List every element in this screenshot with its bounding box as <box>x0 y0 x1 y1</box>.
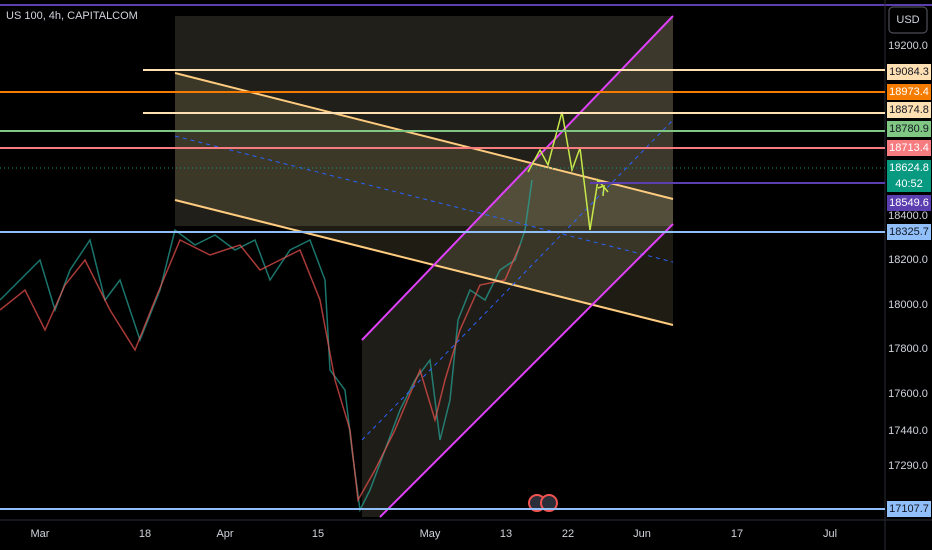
price-label: 17290.0 <box>888 460 928 472</box>
countdown: 40:52 <box>895 178 923 190</box>
arrow-head <box>597 184 605 197</box>
countdown-tag <box>887 176 931 192</box>
time-label: 18 <box>139 528 151 540</box>
time-label: Jun <box>633 528 651 540</box>
time-label: Apr <box>216 528 233 540</box>
time-label: 13 <box>500 528 512 540</box>
rising-channel <box>362 16 673 517</box>
price-tag <box>887 121 931 137</box>
channel-line <box>174 72 674 200</box>
price-tag <box>887 102 931 118</box>
price-label: 17600.0 <box>888 388 928 400</box>
price-tag-label: 18874.8 <box>889 104 929 116</box>
price-label: 18400.0 <box>888 210 928 222</box>
price-tag <box>887 501 931 517</box>
channel-line <box>379 223 674 518</box>
price-tag <box>887 160 931 176</box>
time-label: May <box>420 528 441 540</box>
channel-mid <box>174 135 674 263</box>
price-tag-label: 18325.7 <box>889 226 929 238</box>
price-tag-label: 19084.3 <box>889 66 929 78</box>
channel-mid <box>361 119 674 441</box>
price-tag <box>887 195 931 211</box>
price-label: 17800.0 <box>888 343 928 355</box>
event-icon[interactable] <box>540 494 558 512</box>
currency[interactable]: USD <box>896 14 919 26</box>
price-tag <box>887 224 931 240</box>
time-label: Jul <box>823 528 837 540</box>
price-label: 17440.0 <box>888 425 928 437</box>
currency-button[interactable] <box>888 6 928 34</box>
price-tag-label: 18713.4 <box>889 142 929 154</box>
time-label: Mar <box>31 528 50 540</box>
shade <box>175 16 673 226</box>
price-tag <box>887 140 931 156</box>
time-label: 17 <box>731 528 743 540</box>
symbol-title: US 100, 4h, CAPITALCOM <box>6 10 138 22</box>
price-tag <box>887 84 931 100</box>
price-tag-label: 18973.4 <box>889 86 929 98</box>
price-label: 19200.0 <box>888 40 928 52</box>
time-label: 22 <box>562 528 574 540</box>
price-path-down <box>0 238 521 503</box>
channel-line <box>174 199 674 326</box>
price-tag-label: 17107.7 <box>889 503 929 515</box>
price-tag-label: 18549.6 <box>889 197 929 209</box>
price-tag <box>887 64 931 80</box>
price-label: 18000.0 <box>888 299 928 311</box>
price-label: 18200.0 <box>888 254 928 266</box>
time-label: 15 <box>312 528 324 540</box>
projection-arrow <box>527 111 609 231</box>
price-tag-label: 18780.9 <box>889 123 929 135</box>
price-tag-label: 18624.8 <box>889 162 929 174</box>
